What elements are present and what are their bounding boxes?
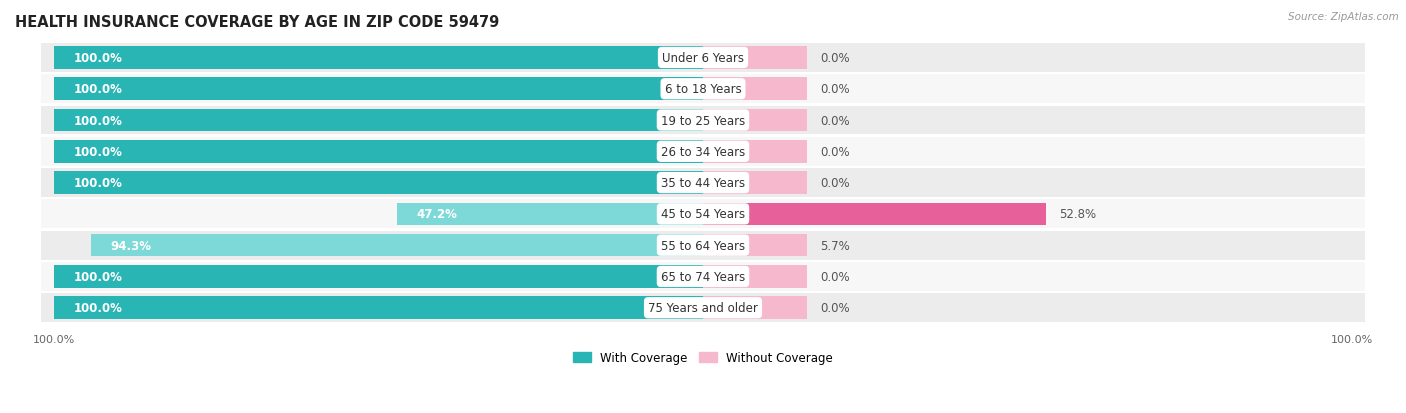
Bar [53,141,703,163]
Text: 100.0%: 100.0% [73,301,122,314]
Bar [53,109,703,132]
Bar [53,78,703,101]
Text: 6 to 18 Years: 6 to 18 Years [665,83,741,96]
Legend: With Coverage, Without Coverage: With Coverage, Without Coverage [568,347,838,369]
Bar [41,44,1365,73]
Text: 0.0%: 0.0% [820,83,849,96]
Bar [41,169,1365,197]
Bar [703,266,807,288]
Bar [703,141,807,163]
Text: 0.0%: 0.0% [820,145,849,159]
Text: 19 to 25 Years: 19 to 25 Years [661,114,745,127]
Text: 45 to 54 Years: 45 to 54 Years [661,208,745,221]
Bar [703,203,1046,225]
Bar [703,297,807,319]
Text: 5.7%: 5.7% [820,239,849,252]
Bar [41,262,1365,291]
Text: 100.0%: 100.0% [73,177,122,190]
Bar [703,109,807,132]
Text: 0.0%: 0.0% [820,52,849,65]
Text: 0.0%: 0.0% [820,270,849,283]
Bar [703,172,807,195]
Text: 100.0%: 100.0% [73,114,122,127]
Text: 94.3%: 94.3% [111,239,152,252]
Bar [41,138,1365,166]
Text: 55 to 64 Years: 55 to 64 Years [661,239,745,252]
Bar [53,297,703,319]
Text: 52.8%: 52.8% [1059,208,1095,221]
Text: 75 Years and older: 75 Years and older [648,301,758,314]
Bar [53,47,703,69]
Bar [41,107,1365,135]
Text: HEALTH INSURANCE COVERAGE BY AGE IN ZIP CODE 59479: HEALTH INSURANCE COVERAGE BY AGE IN ZIP … [15,15,499,30]
Bar [91,234,703,257]
Bar [41,75,1365,104]
Text: 26 to 34 Years: 26 to 34 Years [661,145,745,159]
Bar [703,47,807,69]
Text: 0.0%: 0.0% [820,301,849,314]
Text: 35 to 44 Years: 35 to 44 Years [661,177,745,190]
Text: 0.0%: 0.0% [820,177,849,190]
Bar [53,266,703,288]
Text: 100.0%: 100.0% [73,83,122,96]
Text: Source: ZipAtlas.com: Source: ZipAtlas.com [1288,12,1399,22]
Bar [41,200,1365,229]
Text: 0.0%: 0.0% [820,114,849,127]
Bar [703,78,807,101]
Text: Under 6 Years: Under 6 Years [662,52,744,65]
Text: 100.0%: 100.0% [73,52,122,65]
Text: 47.2%: 47.2% [416,208,457,221]
Bar [41,231,1365,260]
Text: 100.0%: 100.0% [73,270,122,283]
Bar [41,294,1365,322]
Text: 100.0%: 100.0% [73,145,122,159]
Bar [53,172,703,195]
Bar [703,234,807,257]
Text: 65 to 74 Years: 65 to 74 Years [661,270,745,283]
Bar [396,203,703,225]
